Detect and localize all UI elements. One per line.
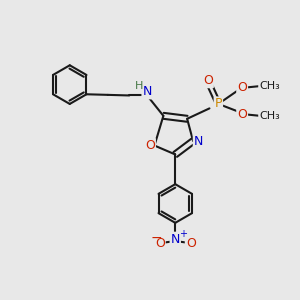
Text: N: N xyxy=(194,135,203,148)
Text: O: O xyxy=(203,74,213,87)
Text: +: + xyxy=(179,229,187,239)
Text: −: − xyxy=(150,231,162,245)
Text: N: N xyxy=(142,85,152,98)
Text: P: P xyxy=(214,98,222,110)
Text: O: O xyxy=(186,237,196,250)
Text: O: O xyxy=(155,237,165,250)
Text: H: H xyxy=(135,81,143,91)
Text: O: O xyxy=(145,139,155,152)
Text: CH₃: CH₃ xyxy=(259,111,280,121)
Text: O: O xyxy=(237,108,247,121)
Text: CH₃: CH₃ xyxy=(259,81,280,91)
Text: O: O xyxy=(237,81,247,94)
Text: N: N xyxy=(171,233,180,246)
